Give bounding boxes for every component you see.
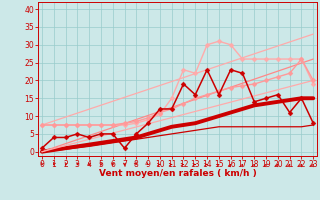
- X-axis label: Vent moyen/en rafales ( km/h ): Vent moyen/en rafales ( km/h ): [99, 169, 256, 178]
